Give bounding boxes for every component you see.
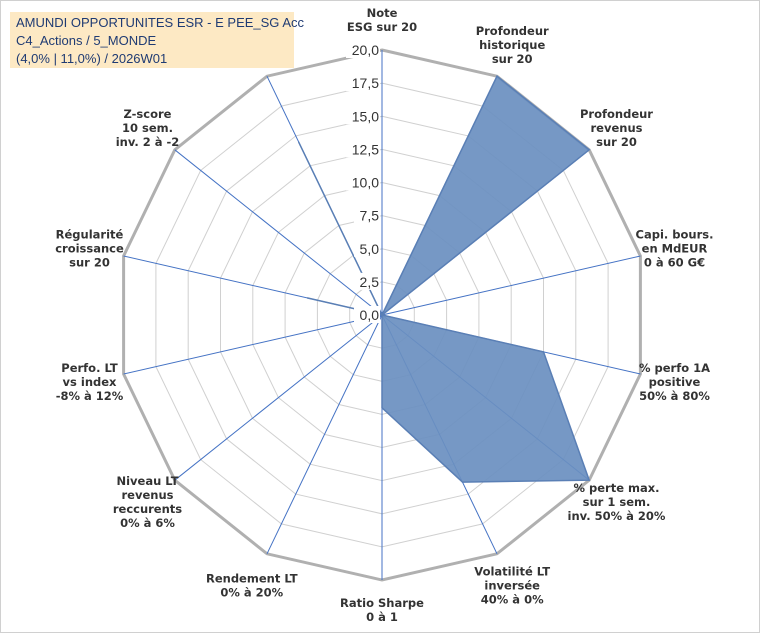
fund-name: AMUNDI OPPORTUNITES ESR - E PEE_SG Acc xyxy=(16,15,304,30)
axis-spoke xyxy=(174,149,383,316)
tick-label: 10,0 xyxy=(352,175,379,191)
tick-label: 2,5 xyxy=(360,274,380,290)
tick-label-bg xyxy=(354,272,380,290)
tick-label-bg xyxy=(346,41,380,58)
axis-label: Profondeur historique sur 20 xyxy=(476,24,549,66)
axis-spoke xyxy=(266,314,383,555)
tick-label-bg xyxy=(346,173,380,191)
tick-label: 0,0 xyxy=(360,307,380,323)
axis-label: Volatilité LT inversée 40% à 0% xyxy=(474,565,550,607)
tick-label: 7,5 xyxy=(360,208,380,224)
axis-label: Niveau LT revenus reccurents 0% à 6% xyxy=(113,474,182,530)
fund-info-box: AMUNDI OPPORTUNITES ESR - E PEE_SG Acc C… xyxy=(10,12,304,68)
axis-label: Z-score 10 sem. inv. 2 à -2 xyxy=(116,107,180,149)
axis-label: Ratio Sharpe 0 à 1 xyxy=(340,596,424,624)
axis-label: Note ESG sur 20 xyxy=(347,6,417,34)
tick-layer: 0,0 2,5 5,0 7,5 10,0 12,5 15,0 17,5 20,0 xyxy=(346,41,380,323)
tick-label-bg xyxy=(346,107,380,125)
fund-period: (4,0% | 11,0%) / 2026W01 xyxy=(16,51,168,66)
tick-label: 15,0 xyxy=(352,108,379,124)
series-area xyxy=(297,75,591,483)
axis-spoke xyxy=(381,255,641,316)
tick-label: 20,0 xyxy=(352,42,379,58)
data-layer xyxy=(297,75,591,483)
axis-spoke xyxy=(123,314,383,375)
tick-label-bg xyxy=(354,306,380,323)
axis-label: % perte max. sur 1 sem. inv. 50% à 20% xyxy=(568,481,666,523)
axis-label: Rendement LT 0% à 20% xyxy=(206,572,298,600)
axis-label: Capi. bours. en MdEUR 0 à 60 G€ xyxy=(636,227,714,269)
axis-label: Profondeur revenus sur 20 xyxy=(580,107,653,149)
axis-label: Perfo. LT vs index -8% à 12% xyxy=(56,361,124,403)
axis-label: % perfo 1A positive 50% à 80% xyxy=(639,361,710,403)
tick-label-bg xyxy=(346,140,380,158)
tick-label-bg xyxy=(354,206,380,224)
tick-label-bg xyxy=(346,74,380,92)
axis-label: Régularité croissance sur 20 xyxy=(55,227,124,269)
tick-label-bg xyxy=(354,239,380,257)
tick-label: 5,0 xyxy=(360,241,380,257)
tick-label: 17,5 xyxy=(352,75,379,91)
tick-label: 12,5 xyxy=(352,141,379,157)
axis-spoke xyxy=(174,314,383,481)
fund-category: C4_Actions / 5_MONDE xyxy=(16,33,157,48)
